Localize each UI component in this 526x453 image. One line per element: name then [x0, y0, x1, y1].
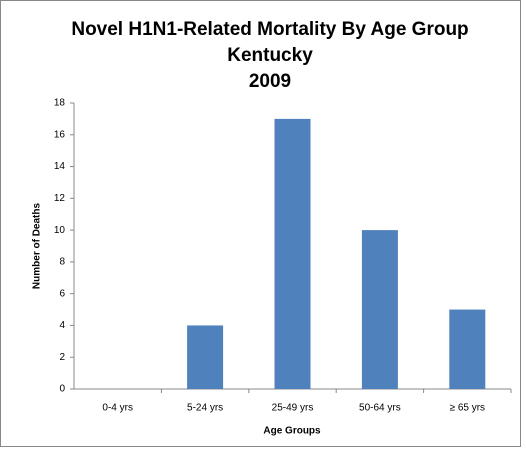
chart-frame	[0, 0, 521, 447]
y-tick-label: 2	[59, 352, 65, 363]
y-tick-label: 14	[54, 161, 66, 172]
y-tick-label: 18	[54, 98, 66, 109]
bar	[187, 325, 224, 389]
chart-title: Novel H1N1-Related Mortality By Age Grou…	[71, 19, 468, 40]
y-tick-label: 0	[59, 384, 65, 395]
x-tick-label: ≥ 65 yrs	[450, 403, 486, 414]
chart-title: 2009	[249, 71, 291, 92]
y-tick-label: 4	[59, 320, 65, 331]
x-tick-label: 0-4 yrs	[102, 403, 133, 414]
x-tick-label: 5-24 yrs	[187, 403, 223, 414]
chart-title: Kentucky	[227, 45, 313, 66]
y-tick-label: 8	[59, 257, 65, 268]
x-axis-title: Age Groups	[263, 426, 321, 437]
bar	[449, 309, 486, 389]
y-axis-title: Number of Deaths	[32, 203, 43, 290]
x-tick-label: 25-49 yrs	[272, 403, 314, 414]
y-tick-label: 6	[59, 288, 65, 299]
x-tick-label: 50-64 yrs	[359, 403, 401, 414]
y-tick-label: 16	[54, 129, 66, 140]
y-tick-label: 10	[54, 225, 66, 236]
bar	[274, 118, 311, 389]
bar	[361, 230, 398, 389]
y-tick-label: 12	[54, 193, 66, 204]
